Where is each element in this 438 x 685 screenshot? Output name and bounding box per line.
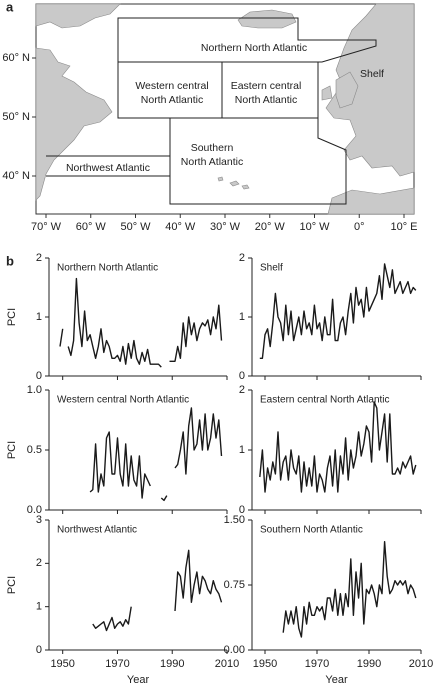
chart-title: Northwest Atlantic xyxy=(57,525,137,536)
y-tick-label: 0 xyxy=(239,504,245,516)
region-label: Southern xyxy=(191,142,234,154)
x-tick-label: 1990 xyxy=(160,658,184,670)
region-label: North Atlantic xyxy=(181,156,243,168)
land xyxy=(35,3,121,29)
y-axis-label: PCI xyxy=(6,308,18,326)
x-axis-label: Year xyxy=(127,674,150,685)
chart-title: Northern North Atlantic xyxy=(57,263,158,274)
y-tick-label: 2 xyxy=(239,252,245,264)
line-chart: 0.00 0.75 1.50 1950 1970 1990 2010 Southern Nor… xyxy=(224,514,434,685)
y-tick-label: 0.00 xyxy=(224,644,245,656)
data-line xyxy=(259,263,417,359)
panel-label: a xyxy=(6,0,14,14)
region-label: Western central xyxy=(135,80,208,92)
chart-title: Western central North Atlantic xyxy=(57,395,189,406)
data-line xyxy=(259,401,417,493)
x-tick-label: 2010 xyxy=(215,658,239,670)
line-chart: 0 1 2 Northern North Atlantic PCI xyxy=(6,252,228,382)
y-tick-label: 0.5 xyxy=(27,444,42,456)
region-boundary xyxy=(169,118,347,205)
lon-label: 70° W xyxy=(31,221,62,233)
lon-label: 0° xyxy=(354,221,365,233)
y-tick-label: 2 xyxy=(36,557,42,569)
y-tick-label: 2 xyxy=(36,252,42,264)
x-tick-label: 1970 xyxy=(105,658,129,670)
panel-label: b xyxy=(6,253,14,268)
chart-title: Southern North Atlantic xyxy=(260,525,363,536)
map: Northern North Atlantic Western central … xyxy=(35,3,415,215)
data-line xyxy=(282,541,417,638)
lon-label: 40° W xyxy=(165,221,196,233)
y-tick-label: 1.0 xyxy=(27,384,42,396)
x-axis-label: Year xyxy=(325,674,348,685)
line-chart: 0 1 2 Shelf xyxy=(239,252,422,382)
y-axis-label: PCI xyxy=(6,441,18,459)
y-tick-label: 0.75 xyxy=(224,579,245,591)
land xyxy=(35,47,113,201)
lon-label: 20° W xyxy=(255,221,286,233)
line-chart: 0 1 2 Eastern central North Atlantic xyxy=(239,384,422,516)
x-tick-label: 1950 xyxy=(50,658,74,670)
data-line xyxy=(59,277,223,368)
y-tick-label: 1 xyxy=(36,601,42,613)
region-boundary xyxy=(117,17,377,63)
lon-label: 30° W xyxy=(210,221,241,233)
y-axis-label: PCI xyxy=(6,576,18,594)
data-line xyxy=(92,549,223,632)
line-chart: 0.0 0.5 1.0 Western central North Atlantic P… xyxy=(6,384,228,516)
lat-label: 50° N xyxy=(2,111,30,123)
y-tick-label: 1 xyxy=(36,311,42,323)
y-tick-label: 1.50 xyxy=(224,514,245,526)
lon-label: 10° W xyxy=(299,221,330,233)
land xyxy=(321,85,333,101)
line-chart: 0 1 2 3 1950 1970 1990 2010 Northwest Atlantic PC… xyxy=(6,514,239,685)
lat-label: 40° N xyxy=(2,170,30,182)
region-label: North Atlantic xyxy=(235,94,297,106)
lon-label: 50° W xyxy=(120,221,151,233)
land xyxy=(335,71,359,109)
chart-title: Eastern central North Atlantic xyxy=(260,395,390,406)
y-tick-label: 3 xyxy=(36,514,42,526)
lat-label: 60° N xyxy=(2,52,30,64)
chart-title: Shelf xyxy=(260,263,283,274)
y-tick-label: 0 xyxy=(36,644,42,656)
region-boundary xyxy=(46,155,170,177)
y-tick-label: 0.0 xyxy=(27,504,42,516)
region-label: North Atlantic xyxy=(141,94,203,106)
land xyxy=(237,9,297,29)
y-tick-label: 0 xyxy=(239,370,245,382)
y-tick-label: 1 xyxy=(239,444,245,456)
lon-label: 60° W xyxy=(76,221,107,233)
y-tick-label: 1 xyxy=(239,311,245,323)
region-label: Shelf xyxy=(360,68,384,80)
land xyxy=(327,187,415,215)
y-tick-label: 0 xyxy=(36,370,42,382)
region-label: Northern North Atlantic xyxy=(201,42,307,54)
region-label: Northwest Atlantic xyxy=(66,162,150,174)
island xyxy=(217,176,250,190)
land xyxy=(325,3,415,177)
y-tick-label: 2 xyxy=(239,384,245,396)
x-tick-label: 1970 xyxy=(305,658,329,670)
lon-label: 10° E xyxy=(390,221,417,233)
x-tick-label: 2010 xyxy=(409,658,433,670)
x-tick-label: 1990 xyxy=(357,658,381,670)
x-tick-label: 1950 xyxy=(253,658,277,670)
data-line xyxy=(89,407,223,502)
region-label: Eastern central xyxy=(231,80,302,92)
